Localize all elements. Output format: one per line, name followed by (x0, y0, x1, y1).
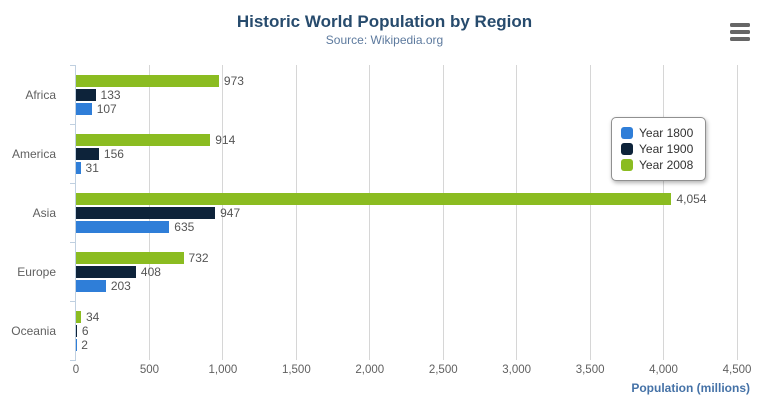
grid-line (736, 65, 738, 360)
chart-subtitle: Source: Wikipedia.org (325, 33, 444, 47)
x-tick-label: 4,000 (649, 364, 678, 376)
bar-value-label: 133 (100, 88, 121, 102)
grid-line (369, 65, 371, 360)
x-tick-label: 2,000 (355, 364, 385, 376)
bar-value-label: 914 (215, 133, 236, 147)
y-axis-line (75, 65, 76, 360)
grid-line (442, 65, 444, 360)
y-axis-tick (70, 242, 76, 243)
x-tick-label: 4,500 (722, 364, 752, 376)
grid-line (295, 65, 297, 360)
bar-year-2008-asia[interactable] (76, 193, 672, 205)
x-tick-label: 1,500 (281, 364, 311, 376)
bar-value-label: 107 (96, 102, 117, 116)
grid-line (589, 65, 591, 360)
bar-year-1800-europe[interactable] (76, 280, 106, 292)
bar-value-label: 947 (220, 206, 241, 220)
legend: Year 1800 Year 1900 Year 2008 (611, 117, 707, 181)
legend-item-year-1800[interactable]: Year 1800 (621, 125, 693, 141)
plot-area (76, 65, 738, 360)
bar-year-1900-america[interactable] (76, 148, 99, 160)
chart-title: Historic World Population by Region (236, 12, 533, 31)
bar-year-2008-oceania[interactable] (76, 311, 81, 323)
y-axis-tick (70, 301, 76, 302)
bar-year-1800-america[interactable] (76, 162, 81, 174)
bar-year-1900-africa[interactable] (76, 89, 96, 101)
bar-year-1800-asia[interactable] (76, 221, 170, 233)
legend-item-year-1900[interactable]: Year 1900 (621, 141, 693, 157)
x-tick-label: 2,500 (428, 364, 458, 376)
legend-swatch (621, 159, 633, 171)
bar-value-label: 6 (81, 324, 89, 338)
legend-swatch (621, 127, 633, 139)
grid-line (663, 65, 665, 360)
y-axis-tick (70, 65, 76, 66)
category-label: Oceania (11, 323, 56, 338)
y-axis-tick (70, 183, 76, 184)
bar-value-label: 31 (85, 161, 99, 175)
bar-year-2008-america[interactable] (76, 134, 211, 146)
x-axis-title: Population (millions) (631, 381, 750, 395)
bar-value-label: 973 (223, 74, 244, 88)
bar-value-label: 2 (81, 338, 88, 352)
legend-label: Year 1900 (639, 142, 694, 156)
bar-year-1800-africa[interactable] (76, 103, 92, 115)
x-tick-label: 500 (139, 364, 160, 376)
y-axis-tick (70, 124, 76, 125)
x-tick-label: 3,500 (575, 364, 605, 376)
x-tick-label: 3,000 (502, 364, 532, 376)
bar-value-label: 635 (174, 220, 195, 234)
legend-item-year-2008[interactable]: Year 2008 (621, 157, 693, 173)
bar-year-2008-europe[interactable] (76, 252, 184, 264)
hamburger-bar (730, 30, 750, 34)
legend-label: Year 1800 (639, 126, 694, 140)
bar-year-1900-europe[interactable] (76, 266, 136, 278)
bar-value-label: 156 (103, 147, 124, 161)
bar-year-1900-asia[interactable] (76, 207, 216, 219)
legend-label: Year 2008 (639, 158, 694, 172)
hamburger-bar (730, 37, 750, 41)
x-tick-label: 1,000 (208, 364, 238, 376)
y-axis-tick (70, 360, 76, 361)
bar-year-1900-oceania[interactable] (76, 325, 77, 337)
bar-value-label: 4,054 (676, 192, 707, 206)
bar-value-label: 408 (140, 265, 161, 279)
category-label: America (11, 146, 56, 161)
bar-value-label: 732 (188, 251, 209, 265)
category-label: Asia (32, 205, 56, 220)
hamburger-menu-icon[interactable] (730, 23, 752, 41)
bar-year-2008-africa[interactable] (76, 75, 219, 87)
grid-line (516, 65, 518, 360)
bar-value-label: 203 (110, 279, 131, 293)
hamburger-bar (730, 23, 750, 27)
grid-line (222, 65, 224, 360)
legend-swatch (621, 143, 633, 155)
x-tick-label: 0 (72, 364, 80, 376)
category-label: Africa (25, 87, 56, 102)
category-label: Europe (17, 264, 56, 279)
bar-value-label: 34 (85, 310, 100, 324)
